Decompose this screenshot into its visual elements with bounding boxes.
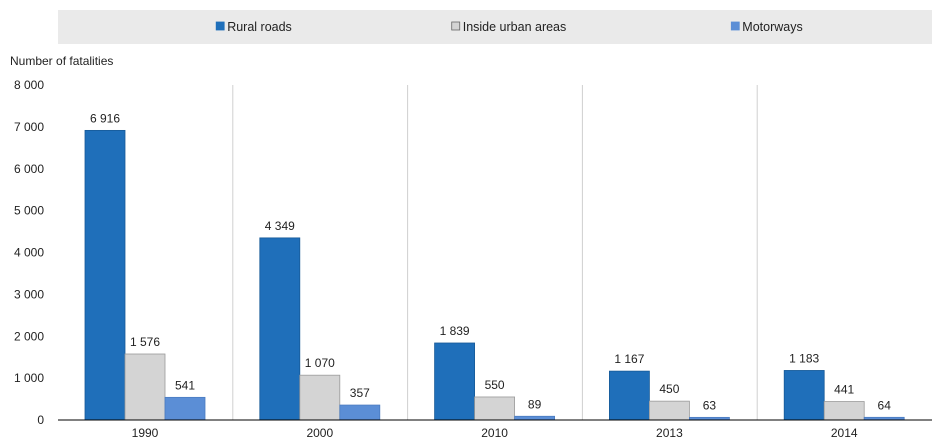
x-tick-label: 2013 xyxy=(656,426,683,440)
bar-motorways-1990 xyxy=(164,396,206,421)
bar-inside-urban-areas-1990 xyxy=(124,353,166,421)
y-tick-label: 4 000 xyxy=(14,246,44,260)
value-label: 1 183 xyxy=(789,351,819,365)
value-label: 550 xyxy=(485,378,505,392)
bar-rural-roads-2014 xyxy=(783,370,825,421)
legend-label: Motorways xyxy=(742,20,802,34)
value-label: 63 xyxy=(703,398,717,412)
value-label: 4 349 xyxy=(265,219,295,233)
value-label: 1 070 xyxy=(305,356,335,370)
bar-rural-roads-2013 xyxy=(609,370,650,421)
value-label: 6 916 xyxy=(90,111,120,125)
x-tick-label: 2000 xyxy=(306,426,333,440)
y-tick-label: 5 000 xyxy=(14,204,44,218)
y-axis-title: Number of fatalities xyxy=(10,54,113,68)
y-tick-label: 2 000 xyxy=(14,329,44,343)
y-tick-label: 3 000 xyxy=(14,287,44,301)
bar-motorways-2010 xyxy=(514,415,555,421)
y-tick-label: 0 xyxy=(37,413,44,427)
legend-background xyxy=(58,10,932,44)
value-label: 1 839 xyxy=(440,324,470,338)
legend: Rural roads Inside urban areas Motorways xyxy=(215,20,803,34)
bar-rural-roads-2010 xyxy=(434,342,476,421)
x-tick-label: 2010 xyxy=(481,426,508,440)
legend-label: Rural roads xyxy=(227,20,292,34)
value-label: 541 xyxy=(175,378,195,392)
x-tick-label: 1990 xyxy=(132,426,159,440)
value-label: 1 167 xyxy=(614,352,644,366)
bar-rural-roads-2000 xyxy=(259,237,301,421)
y-tick-label: 8 000 xyxy=(14,78,44,92)
legend-swatch xyxy=(730,21,740,31)
legend-label: Inside urban areas xyxy=(463,20,567,34)
legend-swatch xyxy=(451,21,461,31)
value-label: 441 xyxy=(834,383,854,397)
y-tick-label: 6 000 xyxy=(14,162,44,176)
value-labels: 6 916 1 576 541 4 349 1 070 357 1 839 550 89 1 16… xyxy=(90,111,891,412)
category-separators xyxy=(232,85,758,420)
bar-motorways-2000 xyxy=(339,404,381,421)
bar-inside-urban-areas-2013 xyxy=(649,400,690,421)
value-label: 450 xyxy=(659,382,679,396)
x-axis: 1990 2000 2010 2013 2014 xyxy=(58,419,932,440)
bar-rural-roads-1990 xyxy=(84,129,126,421)
bar-inside-urban-areas-2000 xyxy=(299,374,341,421)
legend-swatch xyxy=(215,21,225,31)
bar-inside-urban-areas-2010 xyxy=(474,396,516,421)
y-tick-label: 1 000 xyxy=(14,371,44,385)
bar-inside-urban-areas-2014 xyxy=(823,401,865,421)
value-label: 357 xyxy=(350,386,370,400)
y-axis: 0 1 000 2 000 3 000 4 000 5 000 6 000 7 000 8 00… xyxy=(14,78,44,427)
bars xyxy=(84,129,905,421)
value-label: 89 xyxy=(528,397,542,411)
value-label: 64 xyxy=(878,398,892,412)
value-label: 1 576 xyxy=(130,335,160,349)
y-tick-label: 7 000 xyxy=(14,120,44,134)
x-tick-label: 2014 xyxy=(831,426,858,440)
